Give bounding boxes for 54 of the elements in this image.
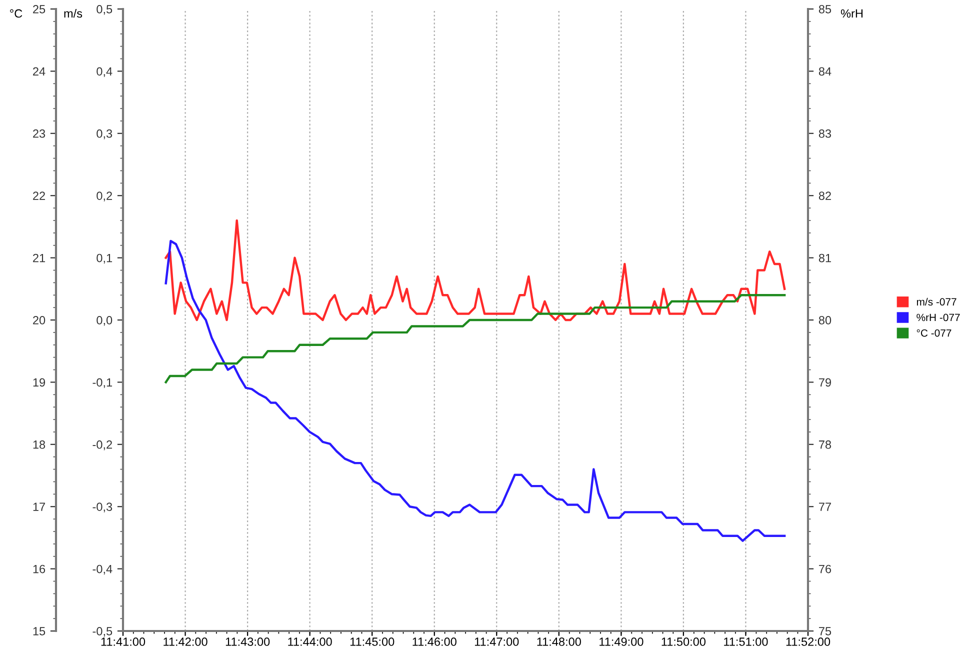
x-tick-label: 11:51:00 xyxy=(724,638,768,646)
y3-tick-label: 21 xyxy=(33,254,46,262)
y2-tick-label: 75 xyxy=(819,627,832,636)
x-tick-label: 11:50:00 xyxy=(662,638,706,646)
y3-axis-title: °C xyxy=(10,9,22,18)
x-tick-label: 11:42:00 xyxy=(164,638,208,646)
y3-tick-label: 20 xyxy=(33,316,46,324)
y-tick-label: -0,4 xyxy=(92,564,112,575)
x-tick-label: 11:43:00 xyxy=(226,638,270,646)
y-tick-label: 0,1 xyxy=(96,254,112,264)
y-tick-label: -0,2 xyxy=(92,440,112,450)
y3-tick-label: 23 xyxy=(33,129,46,138)
y2-tick-label: 77 xyxy=(819,502,831,511)
y3-tick-label: 24 xyxy=(33,67,46,76)
x-tick-label: 11:47:00 xyxy=(474,638,519,646)
x-tick-label: 11:48:00 xyxy=(537,638,581,646)
y2-tick-label: 84 xyxy=(818,67,832,76)
y2-tick-label: 78 xyxy=(819,440,832,449)
y-tick-label: 0,2 xyxy=(96,192,112,202)
y3-tick-label: 19 xyxy=(33,378,46,387)
y-axis-title: m/s xyxy=(64,9,82,18)
y-tick-label: 0,5 xyxy=(96,5,112,15)
y-tick-label: 0,4 xyxy=(96,67,112,77)
x-tick-label: 11:44:00 xyxy=(288,638,332,646)
y-tick-label: -0,5 xyxy=(92,627,112,637)
y2-tick-label: 81 xyxy=(818,254,831,262)
y3-tick-label: 18 xyxy=(33,440,46,449)
y2-tick-label: 85 xyxy=(818,5,832,14)
x-tick-label: 11:49:00 xyxy=(600,638,644,646)
y-tick-label: -0,1 xyxy=(92,378,112,388)
y2-tick-label: 80 xyxy=(818,316,832,324)
y2-tick-label: 76 xyxy=(819,564,832,574)
y2-axis-title: %rH xyxy=(840,9,863,18)
x-tick-label: 11:41:00 xyxy=(101,638,146,646)
legend-label: m/s -077 xyxy=(916,298,956,306)
y3-tick-label: 16 xyxy=(33,564,46,574)
x-tick-label: 11:52:00 xyxy=(786,638,830,646)
line-series xyxy=(164,219,786,322)
y3-tick-label: 22 xyxy=(33,192,45,200)
y3-tick-label: 17 xyxy=(33,502,45,511)
y3-tick-label: 25 xyxy=(33,5,46,14)
line-series xyxy=(164,294,786,384)
y2-tick-label: 83 xyxy=(818,129,832,138)
y-tick-label: 0,0 xyxy=(96,316,112,326)
legend-label: °C -077 xyxy=(916,329,952,337)
x-tick-label: 11:46:00 xyxy=(412,638,456,646)
legend-label: %rH -077 xyxy=(916,314,960,322)
y-tick-label: 0,3 xyxy=(96,129,112,140)
x-tick-label: 11:45:00 xyxy=(350,638,394,646)
y2-tick-label: 82 xyxy=(818,192,831,200)
y2-tick-label: 79 xyxy=(819,378,831,387)
y3-tick-label: 15 xyxy=(33,627,46,636)
line-series xyxy=(164,240,786,542)
y-tick-label: -0,3 xyxy=(92,502,112,512)
